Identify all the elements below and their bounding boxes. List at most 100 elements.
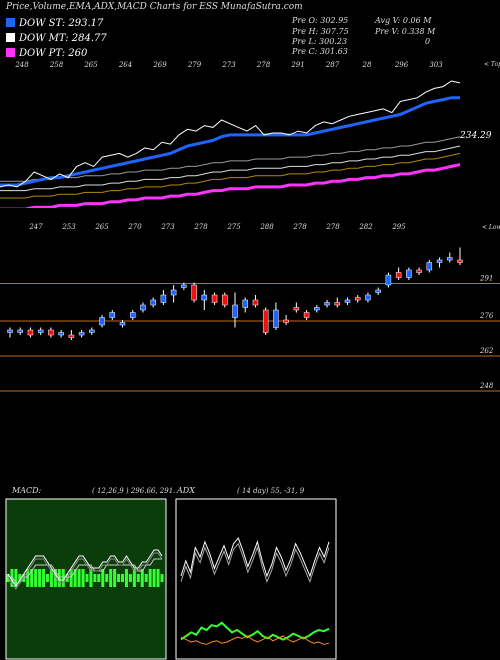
candle-body: [140, 304, 146, 311]
candle-body: [119, 322, 126, 326]
ema-series-long: [0, 163, 461, 208]
value-label: 234.29: [459, 131, 492, 141]
legend-dow-mt: DOW MT: 284.77: [6, 33, 107, 44]
macd-hist-bar: [81, 569, 85, 587]
candle-body: [27, 329, 34, 336]
top-label: 278: [292, 223, 307, 231]
top-label: 296: [394, 61, 409, 69]
legend-swatch-pt: [6, 48, 15, 57]
macd-label: MACD:: [11, 486, 42, 495]
macd-hist-bar: [6, 574, 10, 582]
stat-avg-volume: Avg V: 0.06 M: [375, 16, 432, 25]
macd-hist-bar: [10, 569, 14, 587]
ema-chart: 248 258 265 264 269 279 273 278 291 287 28 296 303 < …: [0, 61, 500, 208]
stat-prev-open: Pre O: 302.95: [292, 16, 349, 25]
ema-series-extra-1: [0, 152, 461, 199]
macd-hist-bar: [89, 569, 93, 587]
top-label: 275: [226, 223, 241, 231]
macd-hist-bar: [34, 569, 38, 587]
candle-body: [293, 307, 300, 311]
macd-chart: MACD: ( 12,26,9 ) 296.66, 291.16, 5.5: [5, 486, 175, 660]
macd-hist-bar: [117, 574, 121, 582]
legend-dow-pt: DOW PT: 260: [6, 48, 87, 59]
top-label: 264: [118, 61, 132, 69]
macd-hist-bar: [57, 569, 61, 587]
stat-prev-high: Pre H: 307.75: [292, 27, 349, 36]
macd-hist-bar: [128, 574, 132, 582]
top-label: 248: [14, 61, 29, 69]
macd-hist-bar: [97, 574, 101, 582]
candle-body: [129, 312, 136, 318]
stat-prev-low: Pre L: 300.23: [292, 37, 348, 46]
candle-body: [447, 257, 453, 261]
adx-series: [180, 537, 330, 578]
legend-label-pt: DOW PT: 260: [19, 48, 88, 59]
candle-body: [395, 272, 402, 278]
macd-hist-bar: [152, 569, 156, 587]
candle-body: [222, 294, 228, 306]
macd-hist-bar: [42, 569, 46, 587]
legend-label-mt: DOW MT: 284.77: [19, 33, 107, 44]
candle-body: [314, 307, 320, 311]
adx-label: ADX: [176, 486, 195, 495]
candle-body: [334, 302, 341, 306]
top-label: 28: [362, 61, 372, 69]
y-tick-label: 291: [479, 275, 493, 283]
top-label: 288: [259, 223, 274, 231]
macd-hist-bar: [109, 569, 113, 587]
ema-series-extra-2: [0, 145, 461, 192]
top-label: 278: [325, 223, 340, 231]
candle-body: [354, 297, 361, 301]
top-label: 295: [391, 223, 406, 231]
top-label: 278: [256, 61, 271, 69]
adx-series-extra: [180, 542, 330, 584]
macd-hist-bar: [113, 569, 117, 587]
ema-series-short: [0, 96, 460, 187]
top-label: 265: [94, 223, 109, 231]
candle-body: [375, 289, 381, 293]
stat-extra: 0: [425, 37, 431, 46]
candle-body: [7, 329, 13, 333]
top-label: 273: [221, 61, 236, 69]
macd-hist-bar: [121, 574, 125, 582]
macd-hist-bar: [140, 569, 144, 587]
candle-body: [283, 319, 289, 323]
y-tick-label: 276: [479, 312, 494, 320]
candle-body: [58, 332, 64, 336]
candle-body: [109, 312, 116, 318]
adx-params: ( 14 day) 55, -31, 9: [237, 487, 305, 495]
candle-body: [201, 294, 208, 301]
candle-body: [303, 312, 310, 318]
macd-hist-bar: [101, 569, 105, 587]
candle-body: [99, 317, 105, 326]
macd-hist-bar: [148, 569, 152, 587]
candle-body: [68, 334, 75, 338]
candle-body: [365, 294, 371, 301]
top-label: 282: [358, 223, 373, 231]
top-label: 269: [152, 61, 167, 69]
top-label: 291: [290, 61, 304, 69]
candle-body: [211, 294, 218, 303]
macd-hist-bar: [132, 569, 136, 587]
macd-hist-bar: [124, 569, 128, 587]
candle-body: [150, 299, 156, 306]
macd-series-extra: [7, 552, 163, 590]
signal-series: [8, 558, 162, 584]
macd-hist-bar: [61, 569, 65, 587]
macd-hist-bar: [156, 569, 160, 587]
macd-hist-bar: [73, 569, 77, 587]
macd-hist-bar: [69, 569, 73, 587]
top-label: 287: [325, 61, 340, 69]
stat-prev-volume: Pre V: 0.338 M: [375, 27, 436, 36]
top-label: 253: [61, 223, 76, 231]
candle-body: [252, 299, 259, 306]
top-label: 270: [127, 223, 142, 231]
legend-dow-st: DOW ST: 293.17: [6, 18, 103, 29]
candle-body: [181, 284, 187, 288]
macd-hist-bar: [105, 574, 109, 582]
candle-body: [170, 289, 177, 296]
candle-body: [457, 259, 463, 263]
macd-hist-bar: [30, 569, 34, 587]
macd-hist-bar: [22, 574, 26, 582]
candle-body: [242, 299, 248, 308]
